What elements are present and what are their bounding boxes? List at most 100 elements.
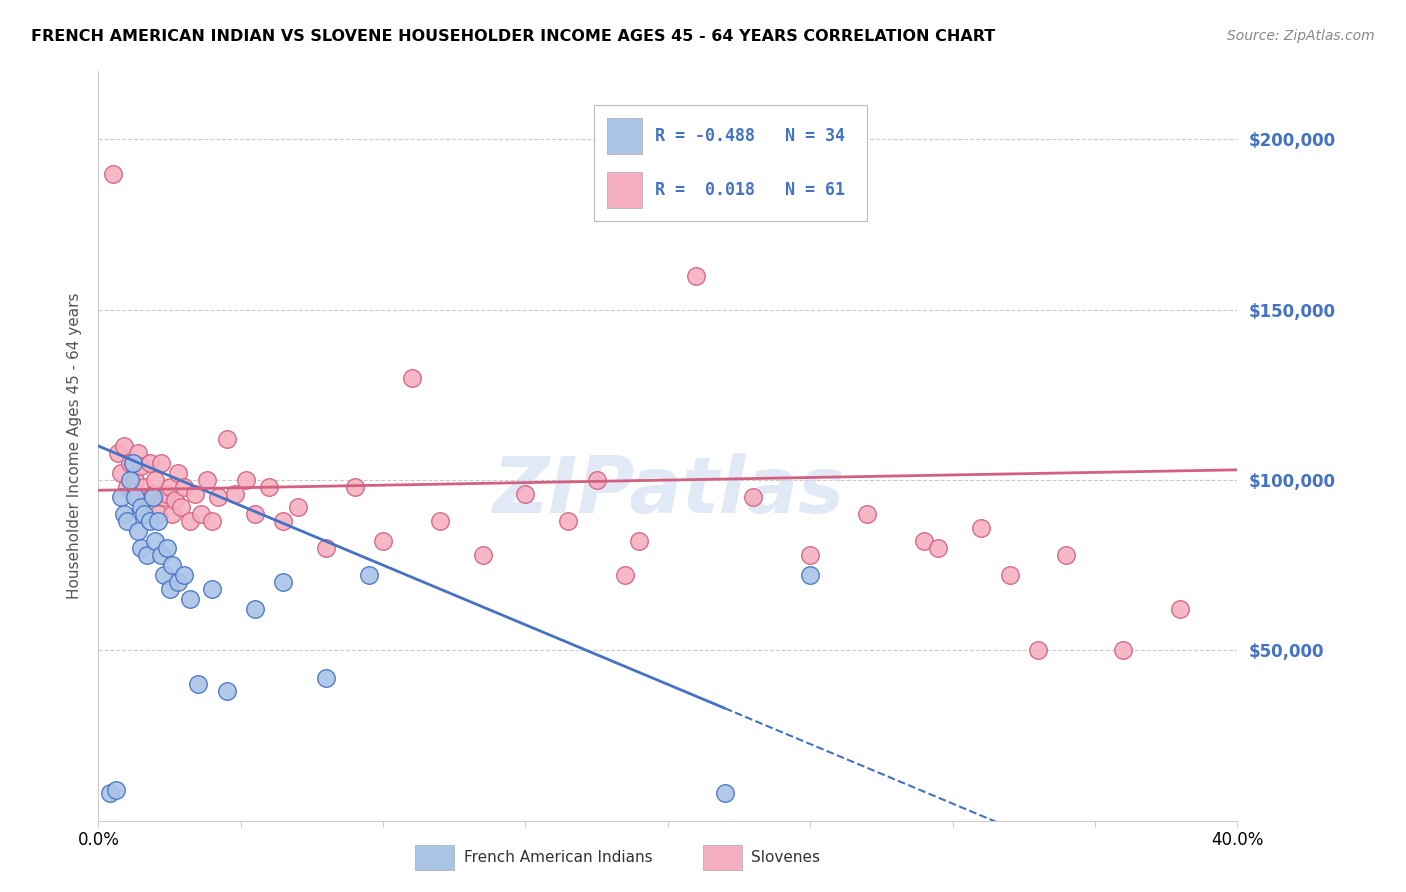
Point [970,521,993,535]
Point [315,541,337,556]
Point [195,473,218,487]
Point [145,534,167,549]
Point [273,575,295,590]
Point [104,783,127,797]
Point [110,467,132,481]
Point [129,500,152,515]
Point [110,490,132,504]
Text: ZIPatlas: ZIPatlas [492,453,844,529]
Point [121,486,143,500]
Text: R = -0.488   N = 34: R = -0.488 N = 34 [655,128,845,145]
Point [148,507,170,521]
Point [912,534,935,549]
Point [373,534,395,549]
Point [135,490,157,504]
Point [153,490,176,504]
Point [101,167,124,181]
Text: R =  0.018   N = 61: R = 0.018 N = 61 [655,181,845,199]
Point [243,507,266,521]
FancyBboxPatch shape [607,172,641,208]
Point [799,568,821,582]
Point [167,467,190,481]
Point [273,514,295,528]
Point [162,558,184,573]
Point [799,548,821,562]
Point [145,473,167,487]
Point [115,514,138,528]
Point [141,490,163,504]
Point [112,439,135,453]
Point [998,568,1021,582]
Point [141,486,163,500]
Point [173,568,195,582]
Point [129,459,152,474]
Point [156,486,179,500]
Point [138,514,160,528]
FancyBboxPatch shape [593,105,868,221]
Point [121,456,143,470]
Point [115,480,138,494]
Point [1112,643,1135,657]
Point [127,446,149,460]
Point [153,568,176,582]
Point [98,786,121,800]
Point [190,507,212,521]
Y-axis label: Householder Income Ages 45 - 64 years: Householder Income Ages 45 - 64 years [67,293,83,599]
Point [129,541,152,556]
Point [150,456,173,470]
Point [585,473,607,487]
Point [207,490,229,504]
Point [184,486,207,500]
Point [259,480,281,494]
Point [167,575,190,590]
Point [179,514,201,528]
Point [187,677,209,691]
Point [132,480,155,494]
Point [287,500,309,515]
Point [557,514,579,528]
Point [614,568,637,582]
Point [201,514,224,528]
Point [156,541,179,556]
Point [112,507,135,521]
Point [357,568,380,582]
Point [515,486,537,500]
Point [165,493,187,508]
Point [135,548,157,562]
Point [215,432,238,446]
Point [162,507,184,521]
Point [118,456,141,470]
Point [138,456,160,470]
Text: Slovenes: Slovenes [751,850,820,864]
Point [343,480,366,494]
Point [107,446,129,460]
Point [401,371,423,385]
Point [628,534,651,549]
Point [1056,548,1078,562]
Point [148,514,170,528]
Point [224,486,246,500]
Text: FRENCH AMERICAN INDIAN VS SLOVENE HOUSEHOLDER INCOME AGES 45 - 64 YEARS CORRELAT: FRENCH AMERICAN INDIAN VS SLOVENE HOUSEH… [31,29,995,44]
Point [170,500,193,515]
Point [471,548,494,562]
Point [685,268,707,283]
Point [201,582,224,596]
Point [159,582,181,596]
Text: French American Indians: French American Indians [464,850,652,864]
Point [173,480,195,494]
Point [235,473,257,487]
Point [150,548,173,562]
Point [179,592,201,607]
Point [124,490,146,504]
Point [714,786,737,800]
Point [429,514,451,528]
Point [927,541,949,556]
FancyBboxPatch shape [607,119,641,154]
Point [315,671,337,685]
Text: Source: ZipAtlas.com: Source: ZipAtlas.com [1227,29,1375,43]
Point [118,473,141,487]
Point [132,507,155,521]
Point [1026,643,1049,657]
Point [243,602,266,616]
Point [742,490,765,504]
